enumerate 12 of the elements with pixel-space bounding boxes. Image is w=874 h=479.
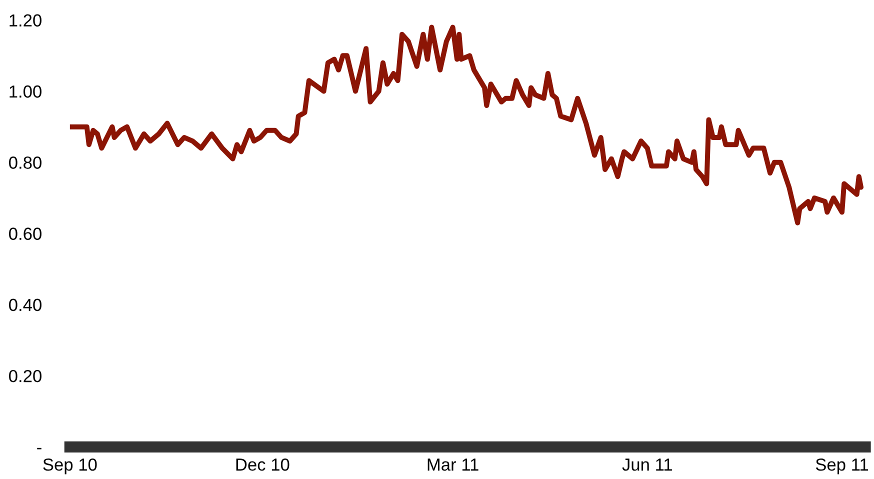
x-tick-label: Dec 10 <box>236 458 290 471</box>
y-tick-label: 0.40 <box>9 298 42 312</box>
y-tick-label: - <box>37 448 42 450</box>
x-tick-label: Jun 11 <box>622 458 672 471</box>
y-tick-label: 0.20 <box>9 370 42 382</box>
y-tick-label: 0.60 <box>9 228 42 240</box>
x-tick-label: Sep 10 <box>43 458 97 474</box>
y-tick-label: 0.80 <box>9 156 42 169</box>
y-tick-label: 1.00 <box>10 85 42 98</box>
x-tick-label: Sep 11 <box>816 458 868 474</box>
x-tick-label: Mar 11 <box>428 458 478 471</box>
y-tick-label: 1.20 <box>10 14 42 27</box>
